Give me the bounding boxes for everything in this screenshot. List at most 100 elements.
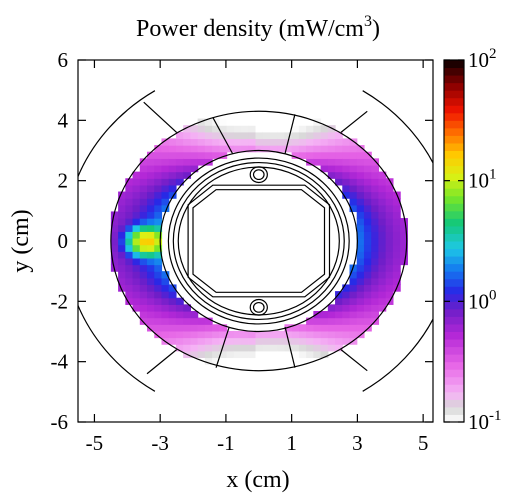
heatmap-cell xyxy=(291,151,300,159)
heatmap-cell xyxy=(154,244,163,252)
heatmap-cell xyxy=(183,131,192,140)
heatmap-cell xyxy=(212,324,220,332)
heatmap-cell xyxy=(342,297,351,305)
heatmap-cell xyxy=(132,218,141,226)
divider-line xyxy=(284,114,296,154)
heatmap-cell xyxy=(161,184,170,193)
colorbar-segment xyxy=(444,391,464,400)
heatmap-cell xyxy=(371,211,380,219)
heatmap-cell xyxy=(400,237,408,246)
heatmap-cell xyxy=(183,164,192,173)
heatmap-cell xyxy=(255,138,264,146)
heatmap-cell xyxy=(327,145,336,153)
heatmap-cell xyxy=(110,218,119,226)
diagonal-line xyxy=(340,110,368,133)
heatmap-cell xyxy=(175,138,184,146)
heatmap-cell xyxy=(212,151,220,159)
heatmap-cell xyxy=(147,310,155,319)
heatmap-cell xyxy=(277,145,286,153)
heatmap-cell xyxy=(147,257,155,266)
heatmap-cell xyxy=(306,138,314,146)
heatmap-cell xyxy=(125,184,134,193)
heatmap-cell xyxy=(313,317,322,325)
heatmap-cell xyxy=(161,145,170,153)
heatmap-cell xyxy=(248,330,257,339)
heatmap-cell xyxy=(306,357,314,365)
heatmap-cell xyxy=(132,184,141,193)
heatmap-cell xyxy=(269,357,278,365)
diagonal-line xyxy=(146,349,177,375)
heatmap-cell xyxy=(335,304,343,312)
heatmap-cell xyxy=(219,324,228,332)
heatmap-cell xyxy=(306,344,314,352)
heatmap-cell xyxy=(183,330,192,339)
heatmap-cell xyxy=(320,151,329,159)
heatmap-cell xyxy=(147,244,155,252)
heatmap-cell xyxy=(168,291,177,299)
heatmap-cell xyxy=(385,204,394,213)
heatmap-cell xyxy=(161,324,170,332)
heatmap-cell xyxy=(110,251,119,259)
heatmap-cell xyxy=(154,198,163,206)
heatmap-cell xyxy=(233,350,242,359)
colorbar-segment xyxy=(444,188,464,197)
heatmap-cell xyxy=(262,131,271,140)
heatmap-cell xyxy=(168,158,177,166)
heatmap-cell xyxy=(269,131,278,140)
colorbar-segment xyxy=(444,127,464,136)
heatmap-cell xyxy=(204,131,213,140)
heatmap-cell xyxy=(118,277,126,286)
heatmap-cell xyxy=(168,324,177,332)
heatmap-cell xyxy=(110,244,119,252)
heatmap-cell xyxy=(226,125,235,133)
diagonal-line xyxy=(340,349,368,372)
heatmap-cell xyxy=(327,337,336,345)
housing-inner-outline xyxy=(192,189,326,293)
heatmap-cell xyxy=(226,357,235,365)
heatmap-cell xyxy=(371,218,380,226)
heatmap-cell xyxy=(139,171,148,179)
heatmap-cell xyxy=(175,330,184,339)
heatmap-cell xyxy=(219,145,228,153)
heatmap-cell xyxy=(327,138,336,146)
y-tick-label: 6 xyxy=(58,48,69,72)
heatmap-cell xyxy=(363,204,372,213)
heatmap-cell xyxy=(190,138,199,146)
heatmap-cell xyxy=(385,218,394,226)
heatmap-cell xyxy=(378,184,387,193)
heatmap-cell xyxy=(371,204,380,213)
heatmap-cell xyxy=(197,145,206,153)
heatmap-cell xyxy=(385,291,394,299)
heatmap-cell xyxy=(335,337,343,345)
heatmap-cell xyxy=(298,350,307,359)
heatmap-cell xyxy=(342,158,351,166)
heatmap-cell xyxy=(335,310,343,319)
heatmap-cell xyxy=(125,297,134,305)
heatmap-cell xyxy=(371,277,380,286)
heatmap-cell xyxy=(255,330,264,339)
heatmap-cell xyxy=(378,204,387,213)
heatmap-cell xyxy=(298,337,307,345)
heatmap-cell xyxy=(349,191,358,199)
heatmap-cell xyxy=(385,184,394,193)
heatmap-cell xyxy=(132,211,141,219)
heatmap-cell xyxy=(154,231,163,239)
colorbar-segment xyxy=(444,354,464,363)
heatmap-cell xyxy=(175,145,184,153)
heatmap-cell xyxy=(212,337,220,345)
heatmap-cell xyxy=(349,178,358,186)
colorbar-segment xyxy=(444,75,464,84)
heatmap-cell xyxy=(291,344,300,352)
heatmap-cell xyxy=(320,330,329,339)
heatmap-cell xyxy=(118,231,126,239)
heatmap-cell xyxy=(392,224,401,232)
colorbar-segment xyxy=(444,293,464,302)
heatmap-cell xyxy=(161,204,170,213)
heatmap-cell xyxy=(139,291,148,299)
heatmap-cell xyxy=(378,178,387,186)
heatmap-cell xyxy=(342,191,351,199)
heatmap-cell xyxy=(132,257,141,266)
heatmap-cell xyxy=(168,330,177,339)
heatmap-cell xyxy=(385,211,394,219)
heatmap-cell xyxy=(204,337,213,345)
